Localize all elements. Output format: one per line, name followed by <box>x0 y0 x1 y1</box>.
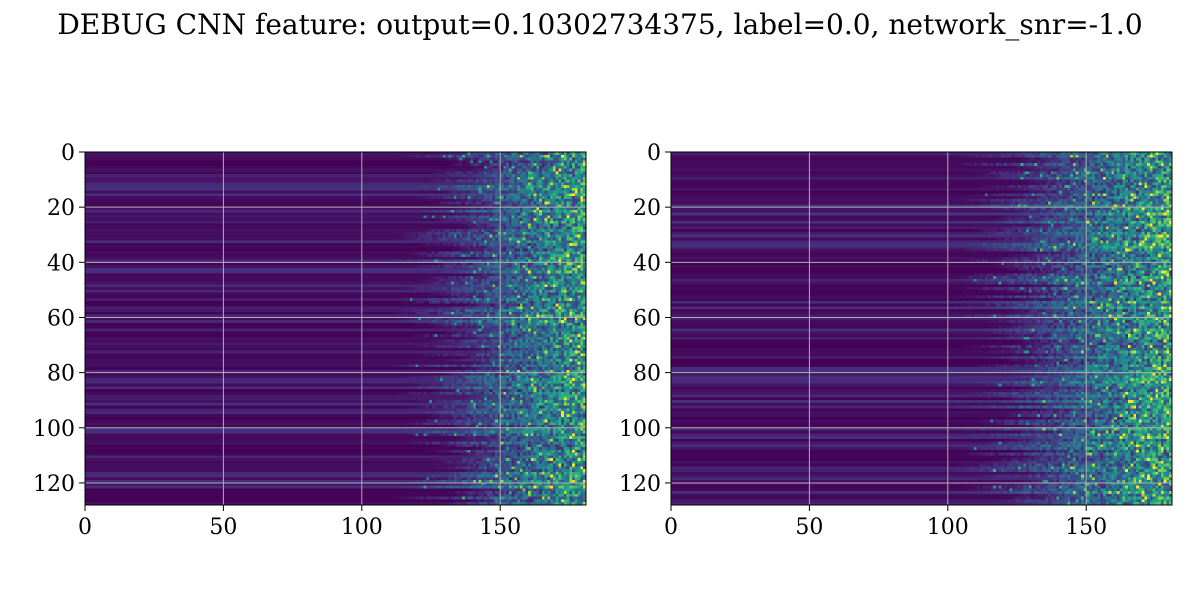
y-tick-label: 40 <box>47 251 75 276</box>
y-tick-label: 20 <box>47 196 75 221</box>
y-tick-label: 60 <box>47 306 75 331</box>
heatmap-image <box>85 152 586 505</box>
x-tick-label: 50 <box>209 515 237 540</box>
x-tick-label: 50 <box>795 515 823 540</box>
y-tick-label: 100 <box>33 417 75 442</box>
y-tick-label: 80 <box>47 362 75 387</box>
y-tick-label: 80 <box>633 362 661 387</box>
x-tick-label: 150 <box>1065 515 1107 540</box>
y-tick-label: 120 <box>619 472 661 497</box>
y-tick-label: 0 <box>61 141 75 166</box>
y-tick-label: 100 <box>619 417 661 442</box>
y-tick-label: 0 <box>647 141 661 166</box>
heatmap-image <box>671 152 1172 505</box>
x-tick-label: 150 <box>479 515 521 540</box>
y-tick-label: 120 <box>33 472 75 497</box>
y-tick-label: 40 <box>633 251 661 276</box>
x-tick-label: 100 <box>927 515 969 540</box>
heatmap-panel-right: 0 50 100 150 0 20 40 60 80 100 120 <box>619 141 1173 540</box>
x-tick-label: 100 <box>341 515 383 540</box>
figure-title: DEBUG CNN feature: output=0.10302734375,… <box>57 8 1142 41</box>
y-tick-label: 20 <box>633 196 661 221</box>
y-tick-label: 60 <box>633 306 661 331</box>
x-tick-label: 0 <box>78 515 92 540</box>
x-tick-label: 0 <box>664 515 678 540</box>
axes-frame <box>84 151 587 506</box>
axes-frame <box>670 151 1173 506</box>
heatmap-panel-left: 0 50 100 150 0 20 40 60 80 100 120 <box>33 141 587 540</box>
